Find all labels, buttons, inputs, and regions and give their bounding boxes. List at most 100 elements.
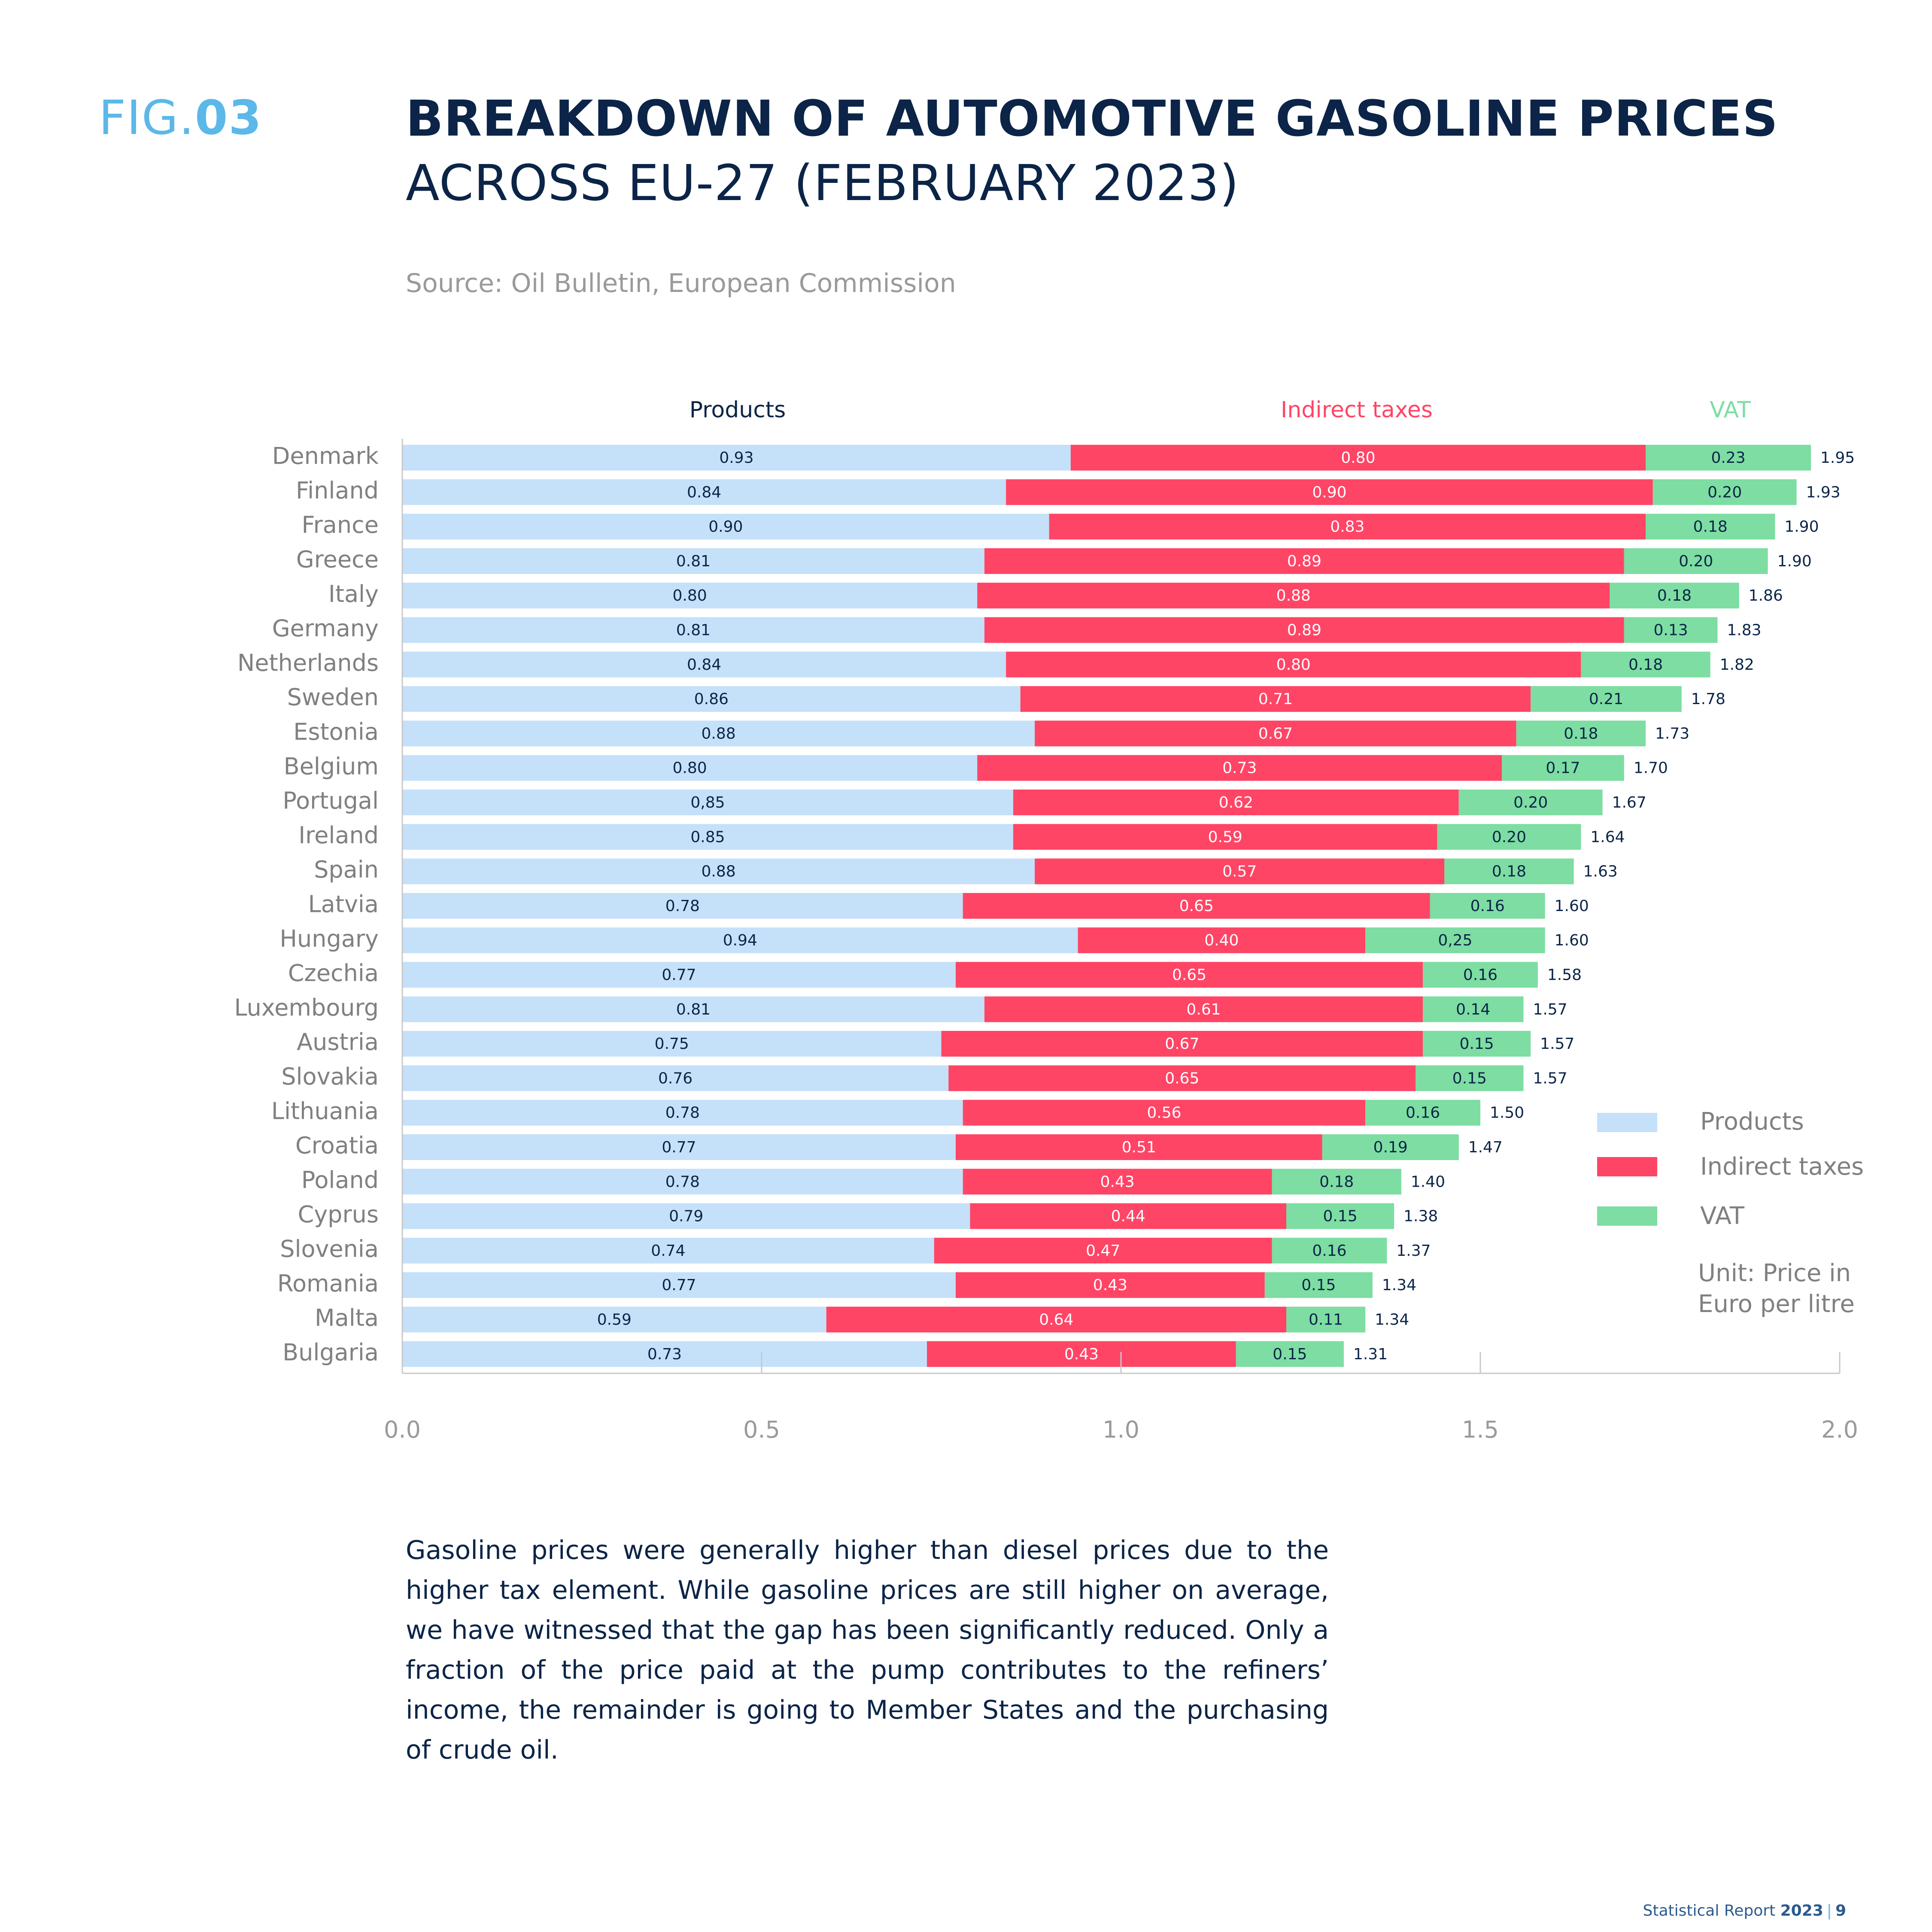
- bar-portugal-indirect-taxes: [1013, 790, 1459, 815]
- category-label-italy: Italy: [328, 580, 379, 608]
- bar-finland-indirect-taxes: [1006, 479, 1653, 505]
- bar-croatia-indirect-taxes: [955, 1134, 1322, 1160]
- body-paragraph: Gasoline prices were generally higher th…: [406, 1535, 1329, 1765]
- bar-cyprus-products: [402, 1203, 970, 1229]
- bar-belgium-vat: [1502, 755, 1624, 781]
- data-label-denmark-products: 0.93: [719, 449, 753, 467]
- data-label-france-indirect-taxes: 0.83: [1330, 518, 1364, 536]
- bar-estonia-indirect-taxes: [1035, 720, 1516, 747]
- data-label-romania-indirect-taxes: 0.43: [1093, 1276, 1127, 1294]
- data-label-slovakia-vat: 0.15: [1452, 1069, 1487, 1087]
- category-label-czechia: Czechia: [288, 960, 379, 987]
- bar-sweden-products: [402, 686, 1021, 712]
- bar-latvia-vat: [1430, 893, 1545, 919]
- category-label-france: France: [301, 511, 379, 538]
- unit-line-2: Euro per litre: [1698, 1290, 1855, 1318]
- bar-greece-vat: [1624, 548, 1768, 574]
- category-label-lithuania: Lithuania: [271, 1097, 379, 1124]
- bar-germany-vat: [1624, 617, 1718, 643]
- bar-slovakia-indirect-taxes: [948, 1065, 1416, 1091]
- bar-malta-indirect-taxes: [826, 1306, 1287, 1333]
- data-label-bulgaria-vat: 0.15: [1273, 1346, 1307, 1363]
- bar-finland-vat: [1653, 479, 1797, 505]
- data-label-ireland-indirect-taxes: 0.59: [1208, 828, 1242, 846]
- category-label-sweden: Sweden: [287, 684, 379, 711]
- bar-bulgaria-vat: [1236, 1341, 1344, 1367]
- bar-cyprus-indirect-taxes: [970, 1203, 1287, 1229]
- bar-austria-products: [402, 1031, 942, 1057]
- bar-slovakia-vat: [1416, 1065, 1524, 1091]
- x-tick-label: 1.5: [1462, 1416, 1499, 1443]
- chart-subtitle: ACROSS EU-27 (FEBRUARY 2023): [406, 155, 1239, 212]
- data-label-slovakia-indirect-taxes: 0.65: [1165, 1069, 1199, 1087]
- data-label-denmark-vat: 0.23: [1711, 449, 1745, 467]
- bar-netherlands-indirect-taxes: [1006, 651, 1581, 677]
- footer-year: 2023: [1780, 1902, 1823, 1920]
- data-label-austria-indirect-taxes: 0.67: [1165, 1035, 1199, 1053]
- bar-portugal-products: [402, 790, 1013, 815]
- data-label-latvia-indirect-taxes: 0.65: [1179, 897, 1214, 915]
- data-label-slovenia-indirect-taxes: 0.47: [1086, 1242, 1120, 1260]
- bar-germany-indirect-taxes: [984, 617, 1624, 643]
- category-label-malta: Malta: [315, 1304, 379, 1331]
- data-label-germany-indirect-taxes: 0.89: [1287, 622, 1321, 639]
- series-header-products: Products: [690, 397, 786, 423]
- bar-belgium-products: [402, 755, 978, 781]
- data-label-luxembourg-vat: 0.14: [1456, 1001, 1490, 1018]
- data-label-luxembourg-products: 0.81: [676, 1001, 711, 1018]
- bar-hungary-indirect-taxes: [1078, 927, 1366, 954]
- bar-belgium-indirect-taxes: [977, 755, 1502, 781]
- category-label-cyprus: Cyprus: [298, 1201, 379, 1228]
- total-label-cyprus: 1.38: [1403, 1208, 1438, 1225]
- category-label-spain: Spain: [314, 856, 379, 883]
- data-label-greece-indirect-taxes: 0.89: [1287, 553, 1321, 570]
- x-tick-label: 0.5: [743, 1416, 780, 1443]
- bar-croatia-products: [402, 1134, 956, 1160]
- total-label-sweden: 1.78: [1691, 690, 1725, 708]
- footer-label: Statistical Report: [1643, 1902, 1776, 1920]
- total-label-czechia: 1.58: [1547, 966, 1582, 984]
- bar-austria-vat: [1423, 1031, 1531, 1057]
- data-label-slovenia-vat: 0.16: [1312, 1242, 1346, 1260]
- bar-luxembourg-products: [402, 996, 984, 1022]
- category-label-netherlands: Netherlands: [237, 649, 379, 676]
- total-label-malta: 1.34: [1375, 1311, 1409, 1329]
- data-label-ireland-products: 0.85: [690, 828, 725, 846]
- bar-luxembourg-indirect-taxes: [984, 996, 1423, 1022]
- stacked-bar-chart: Products Indirect taxes VAT Denmark 0.93 0.80…: [234, 397, 1858, 1443]
- bar-spain-products: [402, 858, 1035, 884]
- bar-bulgaria-products: [402, 1341, 927, 1367]
- category-label-croatia: Croatia: [295, 1132, 379, 1159]
- data-label-sweden-indirect-taxes: 0.71: [1258, 690, 1293, 708]
- data-label-france-vat: 0.18: [1693, 518, 1728, 536]
- data-label-portugal-products: 0,85: [690, 794, 725, 811]
- series-header-vat: VAT: [1710, 397, 1751, 423]
- bar-hungary-products: [402, 927, 1078, 954]
- bar-romania-products: [402, 1272, 956, 1298]
- category-label-portugal: Portugal: [283, 787, 379, 814]
- data-label-portugal-vat: 0.20: [1513, 794, 1548, 811]
- total-label-italy: 1.86: [1749, 587, 1783, 605]
- data-label-croatia-vat: 0.19: [1373, 1139, 1408, 1156]
- bar-denmark-products: [402, 445, 1071, 471]
- bar-poland-products: [402, 1169, 963, 1195]
- bar-france-products: [402, 513, 1049, 540]
- bar-poland-indirect-taxes: [963, 1169, 1272, 1195]
- bar-luxembourg-vat: [1423, 996, 1524, 1022]
- data-label-italy-indirect-taxes: 0.88: [1276, 587, 1311, 605]
- bar-sweden-indirect-taxes: [1020, 686, 1531, 712]
- category-label-slovakia: Slovakia: [281, 1063, 379, 1090]
- data-label-luxembourg-indirect-taxes: 0.61: [1186, 1001, 1221, 1018]
- bar-italy-products: [402, 583, 978, 609]
- data-label-austria-vat: 0.15: [1460, 1035, 1494, 1053]
- total-label-greece: 1.90: [1777, 553, 1812, 570]
- footer-separator: |: [1826, 1902, 1832, 1920]
- bar-ireland-products: [402, 824, 1013, 850]
- data-label-lithuania-indirect-taxes: 0.56: [1147, 1104, 1181, 1122]
- data-label-poland-indirect-taxes: 0.43: [1100, 1173, 1135, 1191]
- bar-sweden-vat: [1531, 686, 1682, 712]
- total-label-poland: 1.40: [1411, 1173, 1445, 1191]
- data-label-estonia-indirect-taxes: 0.67: [1258, 725, 1293, 742]
- bar-germany-products: [402, 617, 984, 643]
- bar-estonia-products: [402, 720, 1035, 747]
